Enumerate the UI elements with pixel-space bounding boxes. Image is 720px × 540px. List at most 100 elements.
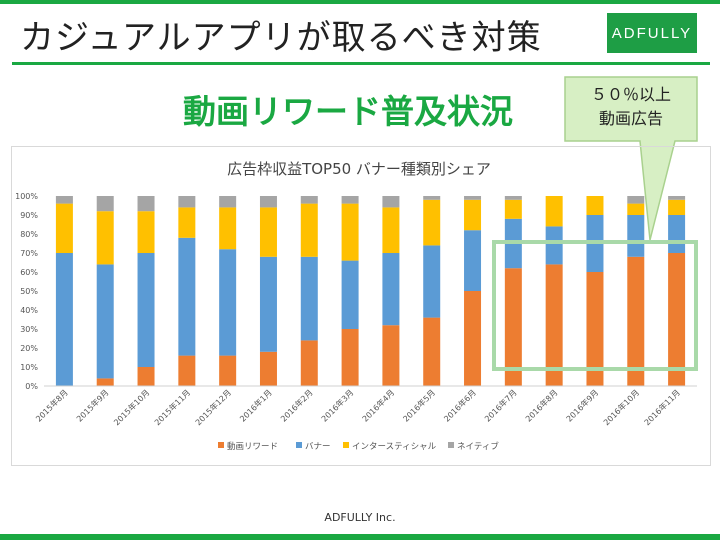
bar-segment <box>259 207 277 257</box>
x-axis: 2015年8月 2015年9月 2015年10月 2015年11月 2015年12月 20… <box>33 385 697 427</box>
bar-segment <box>382 207 400 253</box>
y-tick-label: 10% <box>20 363 38 372</box>
bar-segment <box>259 256 277 352</box>
bar-segment <box>668 253 686 386</box>
bar-segment <box>627 196 645 204</box>
legend-label: ネイティブ <box>457 441 499 452</box>
highlight-box <box>492 240 698 371</box>
x-tick-label: 2015年9月 <box>74 387 110 423</box>
bar-segment <box>586 272 604 386</box>
chart-title: 広告枠収益TOP50 バナー種類別シェア <box>227 160 491 178</box>
bar-segment <box>627 203 645 215</box>
bar-segment <box>464 199 482 231</box>
callout-line-percent: ５０％以上 <box>590 85 671 104</box>
bar-segment <box>627 215 645 257</box>
bar-segment <box>341 329 359 386</box>
bar-segment <box>137 253 155 367</box>
y-tick-label: 60% <box>20 268 38 277</box>
x-tick-label: 2016年11月 <box>642 387 682 427</box>
callout-text: ５０％以上 動画広告 <box>565 83 697 131</box>
top-accent-line <box>0 0 720 4</box>
y-tick-label: 40% <box>20 306 38 315</box>
bar-segment <box>545 264 563 386</box>
bar-segment <box>382 325 400 386</box>
y-tick-label: 50% <box>20 287 38 296</box>
y-tick-label: 20% <box>20 344 38 353</box>
bar-segment <box>96 264 114 379</box>
legend-label: 動画リワード <box>227 441 278 452</box>
y-tick-label: 70% <box>20 249 38 258</box>
bar-segment <box>55 203 73 253</box>
bar-segment <box>464 196 482 200</box>
y-tick-label: 90% <box>20 211 38 220</box>
legend-label: インタースティシャル <box>352 442 437 452</box>
bar-segment <box>586 196 604 215</box>
callout-shape <box>564 76 698 241</box>
chart-frame <box>11 146 711 466</box>
bar-segment <box>300 203 318 257</box>
bar-segment <box>137 196 155 212</box>
bar-segment <box>300 256 318 341</box>
bar-segment <box>423 199 441 246</box>
x-tick-label: 2016年10月 <box>601 387 641 427</box>
bar-segment <box>259 351 277 386</box>
bar-segment <box>504 196 522 200</box>
y-tick-label: 100% <box>15 192 38 201</box>
bar-segment <box>341 196 359 204</box>
bar-segment <box>96 211 114 265</box>
x-tick-label: 2015年12月 <box>193 387 233 427</box>
x-tick-label: 2016年9月 <box>564 387 600 423</box>
title-underline <box>12 62 710 65</box>
bar-segment <box>178 207 196 238</box>
bottom-accent-line <box>0 534 720 540</box>
bar-segment <box>668 196 686 200</box>
bar-segment <box>545 196 563 227</box>
bar-segment <box>464 230 482 291</box>
x-tick-label: 2016年7月 <box>482 387 518 423</box>
bars <box>55 196 686 386</box>
bar-segment <box>55 196 73 204</box>
bar-segment <box>627 256 645 386</box>
x-tick-label: 2016年8月 <box>523 387 559 423</box>
bar-segment <box>178 237 196 356</box>
x-tick-label: 2016年3月 <box>319 387 355 423</box>
bar-segment <box>219 207 237 250</box>
bar-segment <box>300 196 318 204</box>
adfully-logo: ADFULLY <box>607 13 697 53</box>
bar-segment <box>341 260 359 329</box>
bar-segment <box>300 340 318 386</box>
x-tick-label: 2015年11月 <box>152 387 192 427</box>
bar-segment <box>504 199 522 219</box>
slide-title: カジュアルアプリが取るべき対策 <box>20 18 542 58</box>
legend-swatch <box>218 442 224 448</box>
bar-segment <box>137 367 155 386</box>
x-tick-label: 2015年8月 <box>33 387 69 423</box>
bar-segment <box>464 291 482 386</box>
legend-swatch <box>448 442 454 448</box>
bar-segment <box>178 196 196 208</box>
x-tick-label: 2015年10月 <box>111 387 151 427</box>
bar-segment <box>137 211 155 253</box>
bar-segment <box>382 253 400 326</box>
legend-swatch <box>296 442 302 448</box>
y-tick-label: 80% <box>20 230 38 239</box>
bar-segment <box>96 196 114 212</box>
bar-segment <box>55 253 73 386</box>
y-tick-label: 0% <box>25 382 38 391</box>
bar-segment <box>219 355 237 386</box>
footer-company: ADFULLY Inc. <box>324 511 396 524</box>
x-tick-label: 2016年6月 <box>442 387 478 423</box>
bar-segment <box>259 196 277 208</box>
x-tick-label: 2016年1月 <box>238 387 274 423</box>
x-tick-label: 2016年4月 <box>360 387 396 423</box>
bar-segment <box>341 203 359 261</box>
bar-segment <box>423 196 441 200</box>
bar-segment <box>423 245 441 318</box>
y-axis: 0% 10% 20% 30% 40% 50% 60% 70% 80% 90% 100% <box>15 192 38 391</box>
bar-segment <box>219 249 237 356</box>
bar-segment <box>668 199 686 215</box>
bar-segment <box>423 317 441 386</box>
legend-swatch <box>343 442 349 448</box>
